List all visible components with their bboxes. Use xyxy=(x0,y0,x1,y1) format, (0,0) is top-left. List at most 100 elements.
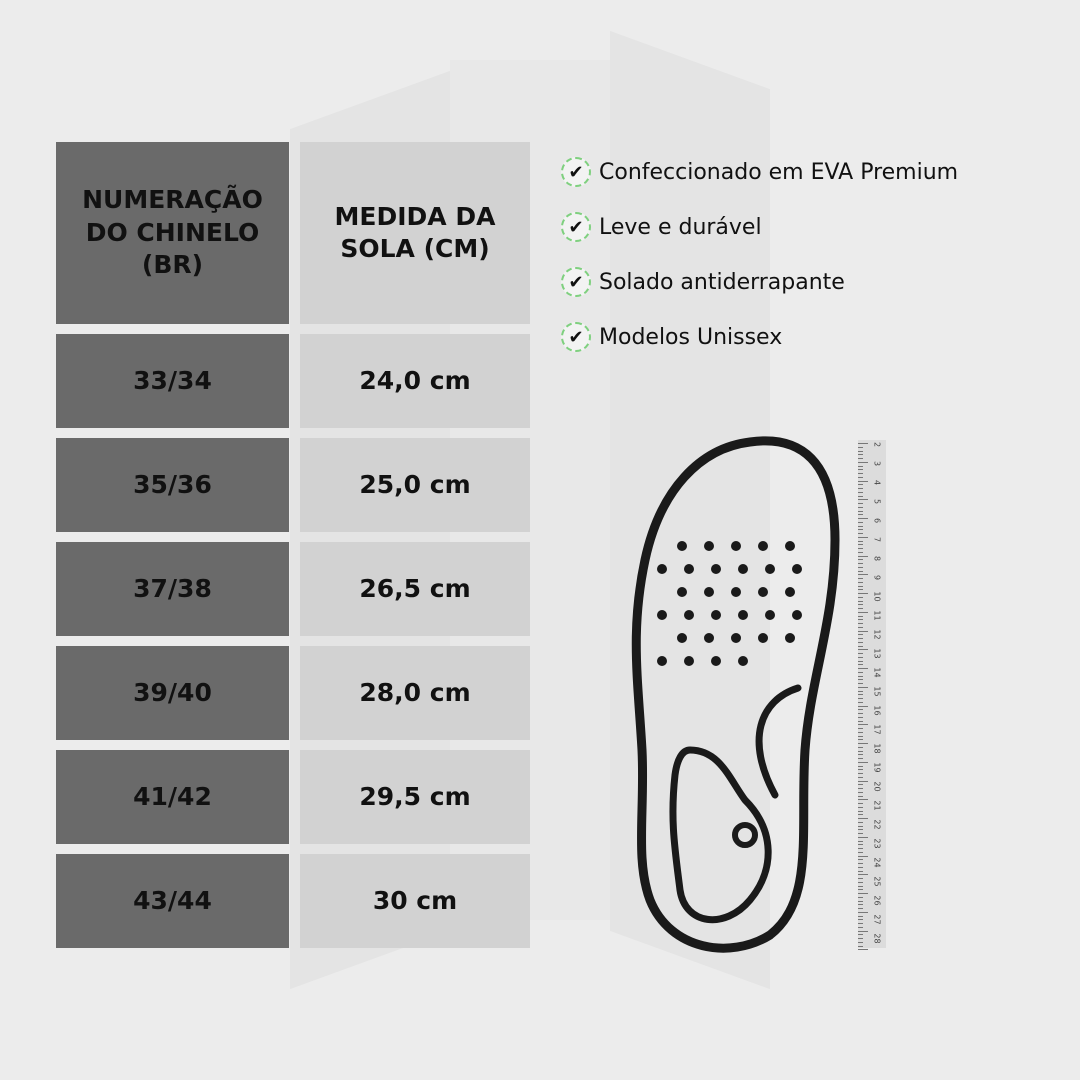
ruler-tick xyxy=(858,555,868,557)
perforation-dot xyxy=(711,564,721,574)
header-length: MEDIDA DA SOLA (CM) xyxy=(300,142,530,324)
ruler-tick xyxy=(858,769,863,771)
feature-label: Confeccionado em EVA Premium xyxy=(599,159,959,185)
ruler-tick xyxy=(858,919,863,921)
ruler-tick xyxy=(858,585,863,587)
perforation-dot xyxy=(704,541,714,551)
ruler-tick xyxy=(858,581,863,583)
ruler-tick xyxy=(858,788,863,789)
ruler-tick xyxy=(858,473,863,474)
ruler-tick xyxy=(858,791,863,793)
check-icon: ✔ xyxy=(561,157,591,187)
ruler-tick xyxy=(858,795,863,797)
ruler-tick xyxy=(858,611,868,613)
ruler-tick xyxy=(858,660,863,662)
perforation-dot xyxy=(785,587,795,597)
ruler-tick xyxy=(858,833,863,834)
perforation-dot xyxy=(677,587,687,597)
ruler-label: 9 xyxy=(872,574,882,581)
ruler-tick xyxy=(858,911,868,913)
feature-label: Solado antiderrapante xyxy=(599,269,845,295)
ruler-tick xyxy=(858,945,863,947)
ruler-tick xyxy=(858,574,868,576)
ruler-tick xyxy=(858,600,863,602)
ruler-tick xyxy=(858,750,863,752)
ruler-tick xyxy=(858,746,863,748)
length-cell: 30 cm xyxy=(300,854,530,948)
ruler-tick xyxy=(858,499,868,501)
perforation-dot xyxy=(704,587,714,597)
ruler-tick xyxy=(858,735,863,737)
ruler-tick xyxy=(858,900,863,902)
length-cell: 25,0 cm xyxy=(300,438,530,532)
ruler-tick xyxy=(858,701,863,703)
ruler-label: 20 xyxy=(872,781,882,792)
perforation-dot xyxy=(677,633,687,643)
ruler-label: 23 xyxy=(872,838,882,849)
feature-item: ✔ Leve e durável xyxy=(561,212,762,242)
ruler-label: 15 xyxy=(872,686,882,697)
ruler-tick xyxy=(858,521,863,523)
ruler-tick xyxy=(858,908,863,909)
ruler-tick xyxy=(858,619,863,621)
ruler-tick xyxy=(858,720,863,722)
ruler-label: 25 xyxy=(872,876,882,887)
ruler-label: 6 xyxy=(872,517,882,524)
ruler-tick xyxy=(858,469,863,471)
size-cell: 39/40 xyxy=(56,646,289,740)
ruler-tick xyxy=(858,536,868,538)
ruler-label: 12 xyxy=(872,629,882,640)
ruler-tick xyxy=(858,915,863,917)
ruler-tick xyxy=(858,649,868,651)
ruler-tick xyxy=(858,675,863,677)
ruler-label: 17 xyxy=(872,724,882,735)
ruler-tick xyxy=(858,443,868,444)
ruler-tick xyxy=(858,859,863,861)
size-cell: 35/36 xyxy=(56,438,289,532)
ruler-label: 3 xyxy=(872,460,882,467)
size-cell: 33/34 xyxy=(56,334,289,428)
ruler-tick xyxy=(858,926,863,928)
ruler-tick xyxy=(858,784,863,786)
ruler-tick xyxy=(858,930,868,932)
perforation-dot xyxy=(758,541,768,551)
feature-item: ✔ Modelos Unissex xyxy=(561,322,782,352)
ruler-tick xyxy=(858,941,863,943)
check-icon: ✔ xyxy=(561,267,591,297)
ruler-tick xyxy=(858,814,863,816)
ruler-tick xyxy=(858,803,863,804)
ruler-tick xyxy=(858,780,868,782)
ruler-label: 2 xyxy=(872,441,882,448)
length-cell: 28,0 cm xyxy=(300,646,530,740)
ruler-tick xyxy=(858,773,863,774)
perforation-dot xyxy=(738,610,748,620)
ruler-tick xyxy=(858,938,863,939)
ruler-tick xyxy=(858,570,863,572)
ruler-label: 19 xyxy=(872,762,882,773)
ruler-label: 5 xyxy=(872,498,882,505)
ruler-tick xyxy=(858,818,868,819)
perforation-dot xyxy=(684,564,694,574)
feature-label: Modelos Unissex xyxy=(599,324,783,350)
ruler-tick xyxy=(858,578,863,579)
ruler-tick xyxy=(858,495,863,497)
ruler-tick xyxy=(858,653,863,654)
perforation-dot xyxy=(684,656,694,666)
ruler-tick xyxy=(858,450,863,452)
perforation-dot xyxy=(792,564,802,574)
ruler-tick xyxy=(858,810,863,812)
ruler-tick xyxy=(858,518,868,519)
ruler-tick xyxy=(858,765,863,767)
insole-illustration xyxy=(631,436,840,953)
ruler-label: 24 xyxy=(872,857,882,868)
perforation-dot xyxy=(785,633,795,643)
perforation-dot xyxy=(657,610,667,620)
perforation-dot xyxy=(731,587,741,597)
ruler-tick xyxy=(858,829,863,831)
ruler-tick xyxy=(858,863,863,864)
ruler-label: 14 xyxy=(872,667,882,678)
ruler-tick xyxy=(858,754,863,756)
ruler-tick xyxy=(858,563,863,564)
ruler-tick xyxy=(858,604,863,606)
ruler-tick xyxy=(858,525,863,527)
